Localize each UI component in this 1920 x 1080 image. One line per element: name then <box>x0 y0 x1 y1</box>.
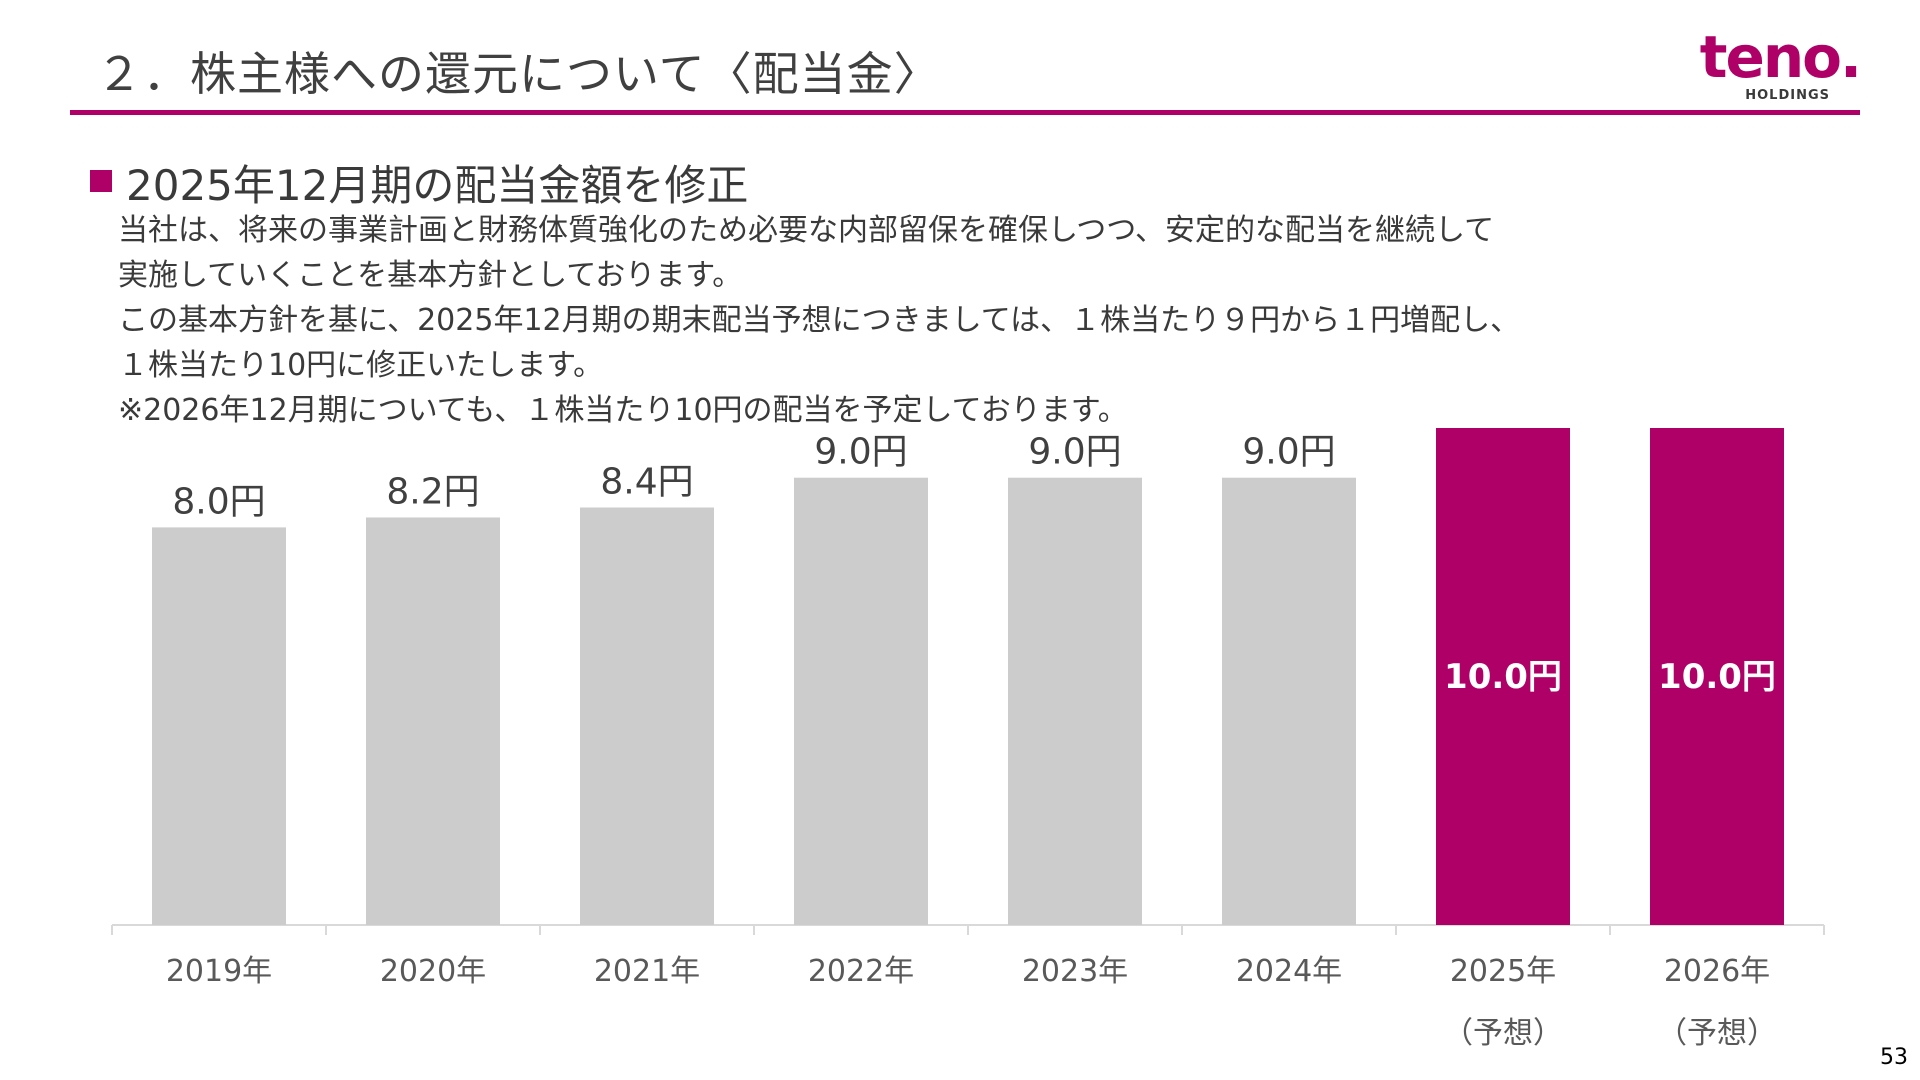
x-tick-label-5: 2024年 <box>1236 954 1342 989</box>
bar-1 <box>366 517 500 925</box>
page-title: ２．株主様への還元について〈配当金〉 <box>96 47 941 101</box>
body-line: 当社は、将来の事業計画と財務体質強化のため必要な内部留保を確保しつつ、安定的な配… <box>118 213 1495 248</box>
body-text: 当社は、将来の事業計画と財務体質強化のため必要な内部留保を確保しつつ、安定的な配… <box>118 208 1520 433</box>
title-divider <box>70 110 1860 115</box>
bullet-square-icon <box>90 170 112 192</box>
bar-2 <box>580 507 714 925</box>
section-heading: 2025年12月期の配当金額を修正 <box>126 161 749 210</box>
data-label-1: 8.2円 <box>386 471 479 512</box>
data-label-7: 10.0円 <box>1658 657 1776 697</box>
x-tick-label-1: 2020年 <box>380 954 486 989</box>
x-tick-label-2: 2021年 <box>594 954 700 989</box>
page-number: 53 <box>1880 1045 1908 1070</box>
logo-wordmark: teno. <box>1699 23 1862 91</box>
bar-6 <box>1436 428 1570 925</box>
x-tick-label-7: 2026年 <box>1664 954 1770 989</box>
data-label-5: 9.0円 <box>1242 432 1335 473</box>
data-label-0: 8.0円 <box>172 481 265 522</box>
data-label-3: 9.0円 <box>814 432 907 473</box>
bar-7 <box>1650 428 1784 925</box>
body-line: １株当たり10円に修正いたします。 <box>118 348 604 383</box>
bar-5 <box>1222 477 1356 925</box>
bar-0 <box>152 527 286 925</box>
data-label-6: 10.0円 <box>1444 657 1562 697</box>
logo-subtitle: HOLDINGS <box>1745 88 1830 103</box>
company-logo: teno. HOLDINGS <box>1699 22 1862 106</box>
data-label-4: 9.0円 <box>1028 432 1121 473</box>
x-tick-label-6: 2025年 <box>1450 954 1556 989</box>
bar-3 <box>794 477 928 925</box>
body-line: ※2026年12月期についても、１株当たり10円の配当を予定しております。 <box>118 393 1128 428</box>
data-label-2: 8.4円 <box>600 462 693 503</box>
x-tick-label-4: 2023年 <box>1022 954 1128 989</box>
x-tick-note-6: （予想） <box>1443 1016 1563 1051</box>
bar-4 <box>1008 477 1142 925</box>
body-line: 実施していくことを基本方針としております。 <box>118 258 743 293</box>
x-tick-label-3: 2022年 <box>808 954 914 989</box>
x-tick-note-7: （予想） <box>1657 1016 1777 1051</box>
body-line: この基本方針を基に、2025年12月期の期末配当予想につきましては、１株当たり９… <box>118 303 1521 338</box>
x-tick-label-0: 2019年 <box>166 954 272 989</box>
